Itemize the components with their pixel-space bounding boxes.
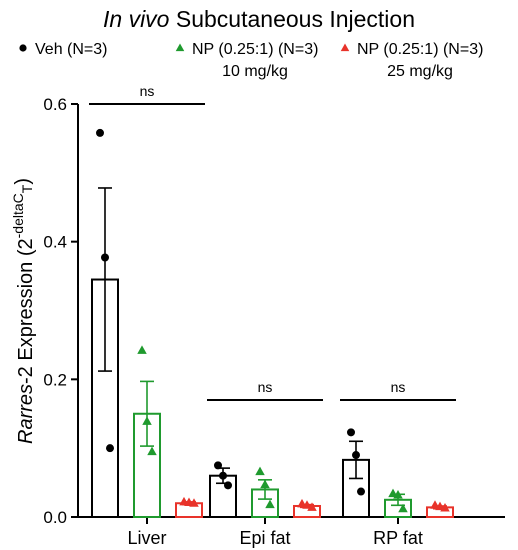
- legend-marker: [340, 43, 350, 52]
- data-point: [96, 128, 104, 137]
- x-tick-label: Liver: [127, 528, 166, 548]
- data-point: [106, 444, 114, 453]
- y-tick-label: 0.0: [43, 508, 67, 527]
- y-tick-label: 0.4: [43, 233, 67, 252]
- data-point: [352, 451, 360, 460]
- legend-label: Veh (N=3): [35, 41, 107, 58]
- chart-title: In vivo Subcutaneous Injection: [103, 6, 415, 32]
- data-point: [142, 416, 152, 425]
- legend-item: NP (0.25:1) (N=3) 25 mg/kg: [340, 41, 483, 80]
- y-tick-label: 0.2: [43, 370, 67, 389]
- data-point: [347, 428, 355, 437]
- ylabel-sub: T: [19, 184, 35, 193]
- data-point: [224, 481, 232, 490]
- legend-item: Veh (N=3): [19, 41, 107, 58]
- significance-label: ns: [258, 379, 273, 395]
- data-point: [265, 499, 275, 509]
- significance-label: ns: [391, 379, 406, 395]
- data-point: [307, 502, 317, 511]
- data-point: [147, 446, 157, 456]
- legend-label: NP (0.25:1) (N=3): [192, 41, 318, 58]
- x-tick-label: RP fat: [373, 528, 423, 548]
- legend-label: NP (0.25:1) (N=3): [357, 41, 483, 58]
- data-point: [393, 489, 403, 499]
- plot-area: 0.0 0.2 0.4 0.6 Liver Epi fat RP fat ns ns ns: [43, 83, 505, 548]
- title-italic: In vivo: [103, 6, 170, 32]
- significance-label: ns: [140, 83, 155, 99]
- legend-item: NP (0.25:1) (N=3) 10 mg/kg: [175, 41, 318, 80]
- y-axis-label: Rarres-2 Expression (2-deltaCT): [10, 178, 37, 444]
- data-point: [101, 253, 109, 262]
- bar: [91, 278, 119, 518]
- data-point: [255, 466, 265, 476]
- data-point: [302, 500, 312, 509]
- y-tick-label: 0.6: [43, 95, 67, 114]
- ylabel-sup: -deltaC: [10, 193, 26, 238]
- data-point: [398, 503, 408, 513]
- legend-label-dose: 10 mg/kg: [222, 63, 288, 80]
- data-point: [260, 479, 270, 489]
- data-point: [214, 461, 222, 470]
- data-point: [189, 498, 199, 507]
- ylabel-rest: -2 Expression (2: [15, 238, 37, 384]
- title-rest: Subcutaneous Injection: [169, 6, 415, 32]
- ylabel-italic: Rarres: [15, 384, 37, 444]
- legend-marker: [175, 43, 185, 52]
- legend-label-dose: 25 mg/kg: [387, 63, 453, 80]
- data-point: [219, 471, 227, 480]
- legend-marker: [19, 44, 27, 52]
- data-point: [440, 503, 450, 512]
- data-point: [357, 487, 365, 496]
- ylabel-close: ): [12, 178, 34, 185]
- data-point: [137, 345, 147, 354]
- x-tick-label: Epi fat: [239, 528, 290, 548]
